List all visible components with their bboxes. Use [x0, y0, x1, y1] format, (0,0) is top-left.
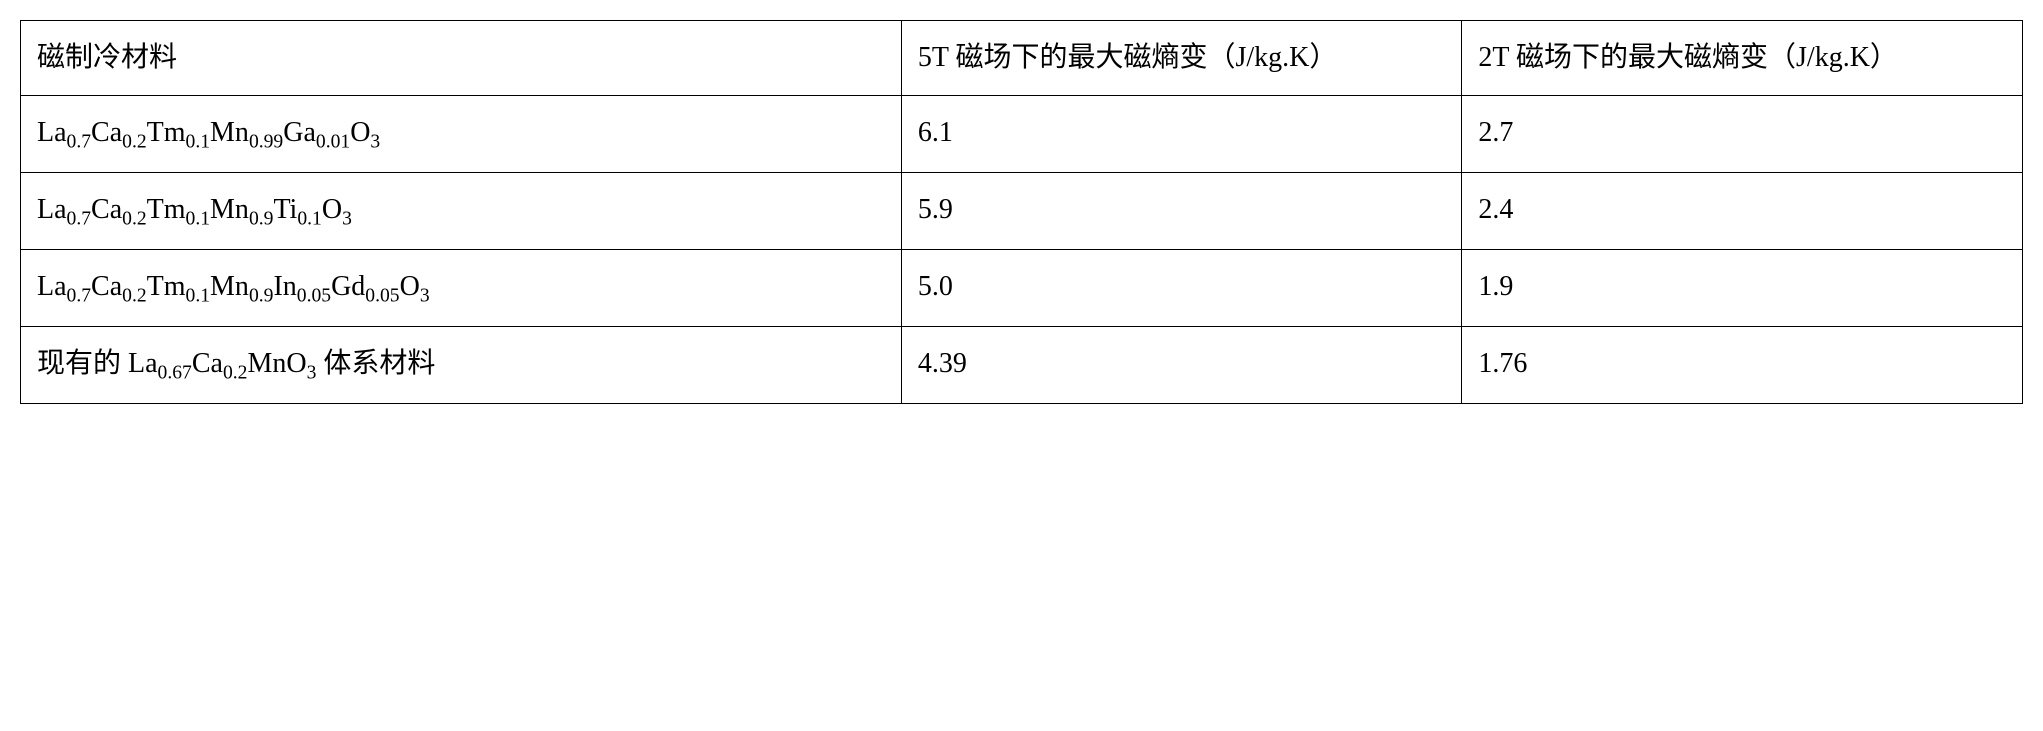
cell-2t: 1.9 [1462, 250, 2023, 327]
header-5t: 5T 磁场下的最大磁熵变（J/kg.K） [901, 21, 1462, 96]
cell-2t: 1.76 [1462, 326, 2023, 403]
cell-2t: 2.7 [1462, 96, 2023, 173]
cell-5t: 6.1 [901, 96, 1462, 173]
cell-5t: 5.0 [901, 250, 1462, 327]
cell-5t: 4.39 [901, 326, 1462, 403]
cell-material: La0.7Ca0.2Tm0.1Mn0.99Ga0.01O3 [21, 96, 902, 173]
header-2t: 2T 磁场下的最大磁熵变（J/kg.K） [1462, 21, 2023, 96]
table-row: La0.7Ca0.2Tm0.1Mn0.9Ti0.1O3 5.9 2.4 [21, 173, 2023, 250]
table-row: 现有的 La0.67Ca0.2MnO3 体系材料 4.39 1.76 [21, 326, 2023, 403]
cell-5t: 5.9 [901, 173, 1462, 250]
table-row: La0.7Ca0.2Tm0.1Mn0.99Ga0.01O3 6.1 2.7 [21, 96, 2023, 173]
table-row: La0.7Ca0.2Tm0.1Mn0.9In0.05Gd0.05O3 5.0 1… [21, 250, 2023, 327]
header-material: 磁制冷材料 [21, 21, 902, 96]
cell-material: La0.7Ca0.2Tm0.1Mn0.9In0.05Gd0.05O3 [21, 250, 902, 327]
cell-2t: 2.4 [1462, 173, 2023, 250]
table-header-row: 磁制冷材料 5T 磁场下的最大磁熵变（J/kg.K） 2T 磁场下的最大磁熵变（… [21, 21, 2023, 96]
cell-material: 现有的 La0.67Ca0.2MnO3 体系材料 [21, 326, 902, 403]
cell-material: La0.7Ca0.2Tm0.1Mn0.9Ti0.1O3 [21, 173, 902, 250]
materials-table: 磁制冷材料 5T 磁场下的最大磁熵变（J/kg.K） 2T 磁场下的最大磁熵变（… [20, 20, 2023, 404]
